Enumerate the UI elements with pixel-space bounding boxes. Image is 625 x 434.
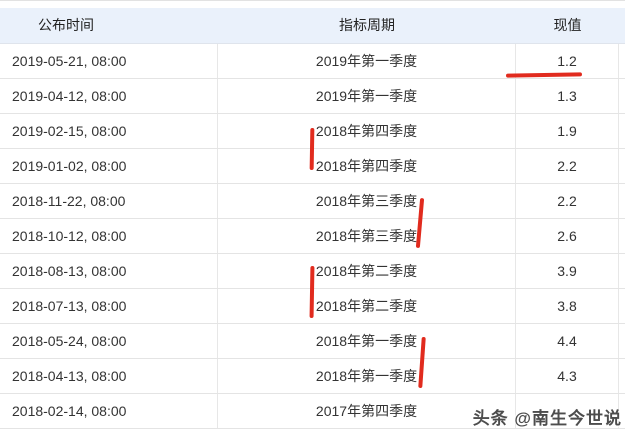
period-cell: 2018年第一季度 [218,324,516,358]
period-cell: 2018年第四季度 [218,114,516,148]
period-cell: 2019年第一季度 [218,44,516,78]
row-right-sliver [619,79,625,113]
table-row: 2018-02-14, 08:00 2017年第四季度 [0,394,625,429]
table-row: 2019-01-02, 08:00 2018年第四季度 2.2 [0,149,625,184]
value-cell: 3.9 [516,254,619,288]
value-cell: 2.2 [516,184,619,218]
row-right-sliver [619,289,625,323]
period-cell: 2017年第四季度 [218,394,516,428]
table-row: 2018-05-24, 08:00 2018年第一季度 4.4 [0,324,625,359]
row-right-sliver [619,254,625,288]
column-header-publish-time: 公布时间 [38,17,94,33]
row-right-sliver [619,184,625,218]
value-cell [516,394,619,428]
row-right-sliver [619,44,625,78]
table-row: 2018-08-13, 08:00 2018年第二季度 3.9 [0,254,625,289]
publish-time-cell: 2018-10-12, 08:00 [0,219,218,253]
row-right-sliver [619,324,625,358]
column-header-period: 指标周期 [339,17,395,33]
publish-time-cell: 2018-11-22, 08:00 [0,184,218,218]
period-cell: 2019年第一季度 [218,79,516,113]
value-cell: 4.3 [516,359,619,393]
table-header-row: 公布时间 指标周期 现值 [0,8,625,44]
table-row: 2019-02-15, 08:00 2018年第四季度 1.9 [0,114,625,149]
table-row: 2018-11-22, 08:00 2018年第三季度 2.2 [0,184,625,219]
row-right-sliver [619,359,625,393]
table-row: 2018-10-12, 08:00 2018年第三季度 2.6 [0,219,625,254]
table-row: 2018-04-13, 08:00 2018年第一季度 4.3 [0,359,625,394]
publish-time-cell: 2018-05-24, 08:00 [0,324,218,358]
row-right-sliver [619,219,625,253]
value-cell: 1.9 [516,114,619,148]
value-cell: 2.2 [516,149,619,183]
row-right-sliver [619,394,625,428]
period-cell: 2018年第一季度 [218,359,516,393]
period-cell: 2018年第三季度 [218,184,516,218]
publish-time-cell: 2019-05-21, 08:00 [0,44,218,78]
publish-time-cell: 2018-04-13, 08:00 [0,359,218,393]
publish-time-cell: 2019-02-15, 08:00 [0,114,218,148]
value-cell: 1.2 [516,44,619,78]
publish-time-cell: 2018-07-13, 08:00 [0,289,218,323]
publish-time-cell: 2019-01-02, 08:00 [0,149,218,183]
publish-time-cell: 2018-08-13, 08:00 [0,254,218,288]
column-header-current-value: 现值 [553,17,582,33]
value-cell: 3.8 [516,289,619,323]
table-body: 2019-05-21, 08:00 2019年第一季度 1.2 2019-04-12,… [0,44,625,429]
top-divider [0,0,625,1]
value-cell: 2.6 [516,219,619,253]
value-cell: 4.4 [516,324,619,358]
period-cell: 2018年第四季度 [218,149,516,183]
value-cell: 1.3 [516,79,619,113]
period-cell: 2018年第二季度 [218,289,516,323]
row-right-sliver [619,149,625,183]
table-row: 2019-04-12, 08:00 2019年第一季度 1.3 [0,79,625,114]
period-cell: 2018年第三季度 [218,219,516,253]
table-row: 2018-07-13, 08:00 2018年第二季度 3.8 [0,289,625,324]
table-row: 2019-05-21, 08:00 2019年第一季度 1.2 [0,44,625,79]
publish-time-cell: 2018-02-14, 08:00 [0,394,218,428]
period-cell: 2018年第二季度 [218,254,516,288]
row-right-sliver [619,114,625,148]
publish-time-cell: 2019-04-12, 08:00 [0,79,218,113]
